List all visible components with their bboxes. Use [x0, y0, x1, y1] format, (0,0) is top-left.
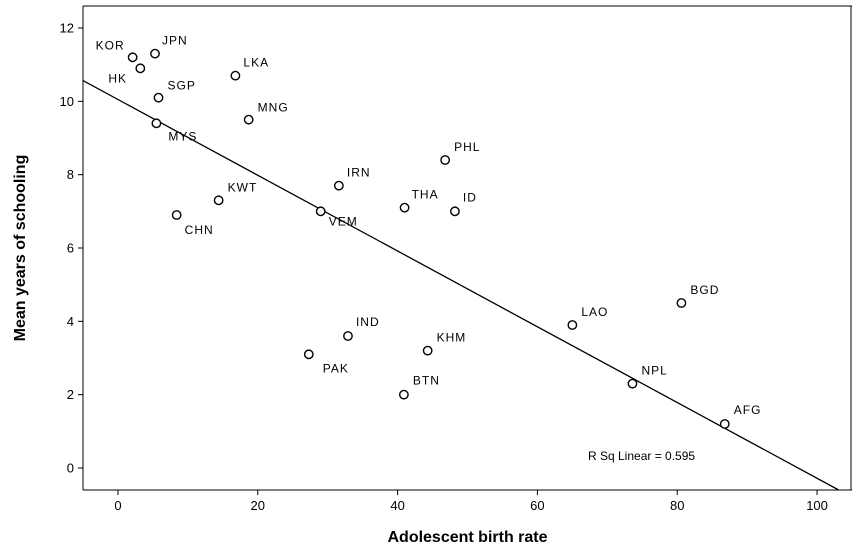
data-point	[627, 378, 638, 389]
data-point	[127, 52, 138, 63]
y-tick-label: 6	[67, 241, 74, 256]
y-tick-label: 8	[67, 167, 74, 182]
data-point	[243, 114, 254, 125]
data-point-label: KOR	[96, 38, 125, 52]
data-point	[399, 202, 410, 213]
x-axis-ticks: 0 20 40 60 80 100	[114, 490, 828, 513]
data-point	[343, 331, 353, 341]
data-point	[440, 155, 451, 165]
data-point-label: IRN	[347, 166, 371, 180]
y-tick-label: 4	[67, 314, 74, 329]
data-point	[450, 206, 460, 217]
data-point-label: NPL	[641, 364, 667, 378]
data-point	[719, 419, 730, 429]
data-point-label: AFG	[734, 403, 762, 417]
y-tick-label: 0	[67, 461, 74, 476]
x-tick-label: 100	[806, 498, 828, 513]
data-point	[567, 320, 578, 330]
data-point-label: JPN	[162, 34, 188, 48]
data-point	[398, 389, 409, 400]
data-point	[150, 48, 160, 59]
r-squared-annotation: R Sq Linear = 0.595	[588, 449, 695, 463]
data-point	[303, 349, 314, 360]
data-point	[171, 210, 182, 220]
x-tick-label: 60	[530, 498, 544, 513]
y-tick-label: 10	[60, 94, 74, 109]
data-point-label: THA	[412, 188, 439, 202]
data-point-label: LAO	[581, 305, 608, 319]
data-point-label: HK	[108, 71, 127, 85]
data-point-label: ID	[463, 190, 477, 204]
x-tick-label: 80	[670, 498, 684, 513]
y-tick-label: 2	[67, 387, 74, 402]
x-tick-label: 20	[251, 498, 265, 513]
data-point	[333, 180, 344, 191]
data-point-label: LKA	[243, 56, 269, 70]
data-point-label: PHL	[454, 140, 480, 154]
x-tick-label: 0	[114, 498, 121, 513]
data-point-label: CHN	[185, 223, 214, 237]
data-point	[315, 206, 326, 217]
y-tick-label: 12	[60, 21, 74, 36]
data-points: KOR JPN HK LKA SGP MNG MYS PHL IRN KWT THA ID VEM CHN…	[96, 34, 762, 429]
regression-line	[82, 79, 840, 491]
data-point-label: BTN	[413, 374, 440, 388]
data-point-label: SGP	[168, 79, 196, 93]
data-point	[422, 345, 433, 356]
y-axis-title: Mean years of schooling	[12, 155, 29, 342]
data-point	[676, 298, 687, 308]
data-point	[153, 92, 164, 103]
y-axis-ticks: 0 2 4 6 8 10 12	[60, 21, 83, 476]
data-point-label: PAK	[323, 361, 349, 375]
data-point	[230, 70, 241, 81]
data-point-label: MYS	[168, 129, 197, 143]
data-point-label: MNG	[258, 101, 289, 115]
data-point-label: IND	[356, 315, 380, 329]
x-tick-label: 40	[390, 498, 404, 513]
data-point	[135, 63, 146, 74]
data-point-label: BGD	[690, 283, 719, 297]
data-point	[151, 118, 162, 129]
data-point-label: VEM	[329, 214, 358, 228]
x-axis-title: Adolescent birth rate	[387, 529, 547, 546]
data-point	[213, 195, 224, 206]
data-point-label: KWT	[228, 180, 258, 194]
data-point-label: KHM	[437, 331, 467, 345]
